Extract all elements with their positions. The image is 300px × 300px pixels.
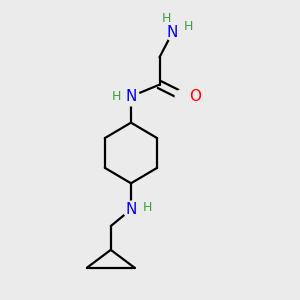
Text: H: H (183, 20, 193, 33)
Text: N: N (125, 202, 137, 217)
Text: N: N (167, 25, 178, 40)
Text: H: H (142, 201, 152, 214)
Text: H: H (162, 12, 171, 25)
Text: O: O (189, 89, 201, 104)
Text: N: N (125, 89, 137, 104)
Text: H: H (112, 89, 121, 103)
